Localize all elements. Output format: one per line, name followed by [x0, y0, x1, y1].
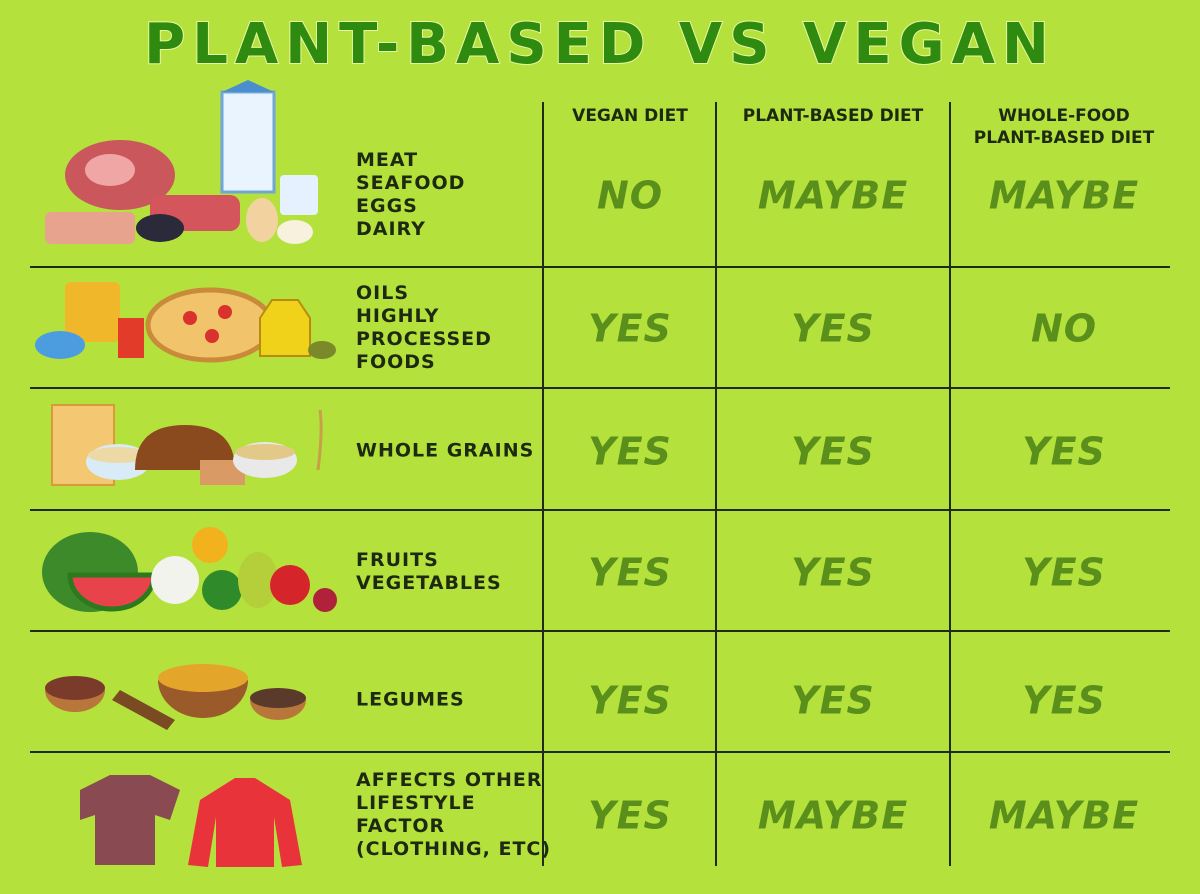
- cell-value: YES: [588, 551, 672, 595]
- legumes-icon: [45, 664, 306, 730]
- cell-value: MAYBE: [758, 794, 908, 838]
- row-label: FOODS: [356, 351, 436, 373]
- cell-value: YES: [588, 794, 672, 838]
- cell-value: YES: [1022, 679, 1106, 723]
- clothing-icon: [80, 775, 302, 867]
- cell-value: YES: [1022, 551, 1106, 595]
- processed-foods-icon: [35, 282, 336, 363]
- cell-value: MAYBE: [989, 794, 1139, 838]
- fruits-vegetables-icon: [42, 527, 337, 612]
- column-header: PLANT-BASED DIET: [743, 106, 924, 126]
- row-label: PROCESSED: [356, 328, 492, 350]
- cell-value: YES: [1022, 430, 1106, 474]
- cell-value: NO: [1031, 307, 1097, 351]
- row-label: MEAT: [356, 149, 418, 171]
- row-label: FACTOR: [356, 815, 445, 837]
- row-label: AFFECTS OTHER: [356, 769, 542, 791]
- row-label: FRUITS: [356, 549, 439, 571]
- table-rules: [30, 102, 1170, 866]
- row-label: OILS: [356, 282, 409, 304]
- title: PLANT-BASED VS VEGAN: [144, 12, 1056, 77]
- row-label: VEGETABLES: [356, 572, 502, 594]
- column-header: WHOLE-FOOD: [998, 106, 1130, 126]
- row-label: WHOLE GRAINS: [356, 440, 534, 462]
- cell-value: YES: [588, 307, 672, 351]
- cell-value: YES: [791, 551, 875, 595]
- cell-value: YES: [588, 430, 672, 474]
- whole-grains-icon: [51, 404, 323, 486]
- animal-products-icon: [45, 80, 318, 244]
- illustrations: [35, 80, 337, 867]
- row-label: EGGS: [356, 195, 418, 217]
- row-label: LEGUMES: [356, 689, 465, 711]
- row-label: LIFESTYLE: [356, 792, 476, 814]
- row-label: SEAFOOD: [356, 172, 465, 194]
- cell-value: MAYBE: [989, 174, 1139, 218]
- cell-value: YES: [791, 679, 875, 723]
- cell-value: MAYBE: [758, 174, 908, 218]
- cell-value: NO: [597, 174, 663, 218]
- cell-value: YES: [791, 430, 875, 474]
- cell-value: YES: [791, 307, 875, 351]
- row-label: HIGHLY: [356, 305, 439, 327]
- cell-value: YES: [588, 679, 672, 723]
- column-header: PLANT-BASED DIET: [974, 128, 1155, 148]
- row-label: DAIRY: [356, 218, 426, 240]
- column-header: VEGAN DIET: [572, 106, 688, 126]
- table: VEGAN DIET PLANT-BASED DIET WHOLE-FOODPLAN…: [356, 106, 1155, 860]
- row-label: (CLOTHING, ETC): [356, 838, 551, 860]
